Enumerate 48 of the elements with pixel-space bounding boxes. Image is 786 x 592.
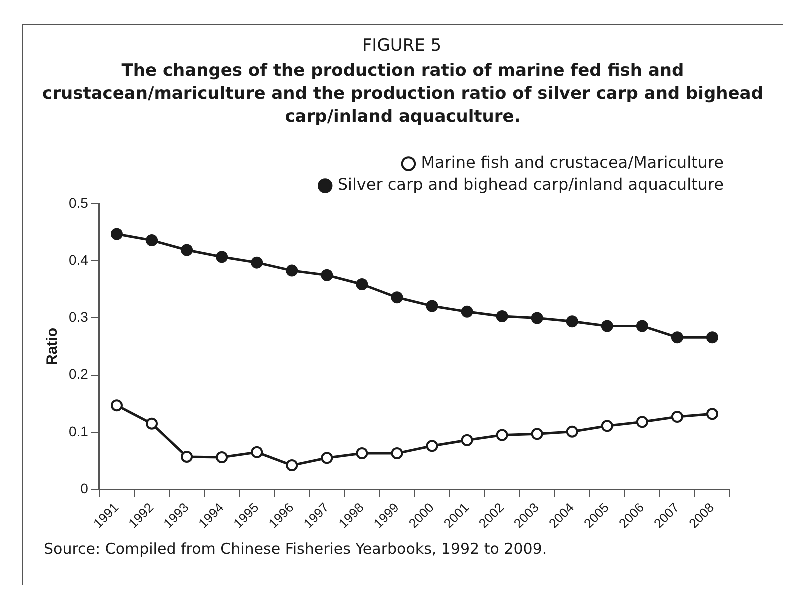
- point: [706, 332, 718, 344]
- point: [181, 244, 194, 256]
- point: [181, 450, 194, 463]
- point: [110, 228, 123, 240]
- source-note: Source: Compiled from Chinese Fisheries Yearbooks, 1992 to 2009.: [44, 540, 548, 558]
- point: [531, 312, 544, 324]
- y-tick-label: 0.4: [68, 252, 89, 268]
- point: [110, 400, 123, 412]
- chart-title: FIGURE 5: [361, 36, 443, 56]
- y-tick-label: 0.5: [68, 194, 89, 211]
- point: [496, 310, 508, 322]
- point: [356, 278, 368, 291]
- point: [566, 426, 578, 438]
- point: [601, 320, 614, 332]
- chart-subtitle: The changes of the production ratio of marine fed fish and crustacean/mariculture and the production ratio of silver carp and bighead carp/inland aquaculture.: [42, 60, 764, 129]
- point: [706, 408, 718, 420]
- y-tick-label: 0.3: [68, 309, 89, 326]
- point: [216, 251, 228, 264]
- y-tick-label: 0.1: [68, 423, 89, 440]
- point: [146, 418, 158, 430]
- legend-label: Marine fish and crustacea/Mariculture: [421, 153, 724, 172]
- point: [426, 440, 438, 452]
- point: [636, 416, 648, 428]
- y-tick-label: 0: [80, 480, 89, 496]
- point: [671, 411, 684, 423]
- point: [251, 256, 264, 269]
- point: [671, 332, 684, 344]
- point: [426, 300, 438, 312]
- point: [531, 428, 544, 440]
- point: [321, 452, 334, 464]
- legend-label: Silver carp and bighead carp/inland aquaculture: [338, 175, 724, 194]
- point: [286, 264, 298, 277]
- point: [146, 234, 158, 247]
- point: [391, 448, 404, 460]
- point: [461, 434, 474, 446]
- point: [636, 320, 648, 332]
- point: [391, 292, 404, 304]
- y-axis-title: Ratio: [44, 328, 62, 366]
- point: [216, 452, 228, 464]
- point: [496, 429, 508, 442]
- y-tick-label: 0.2: [68, 366, 89, 382]
- point: [566, 316, 578, 328]
- point: [356, 448, 368, 460]
- point: [251, 446, 264, 458]
- point: [601, 420, 614, 432]
- point: [321, 269, 334, 282]
- point: [286, 460, 298, 472]
- point: [461, 306, 474, 318]
